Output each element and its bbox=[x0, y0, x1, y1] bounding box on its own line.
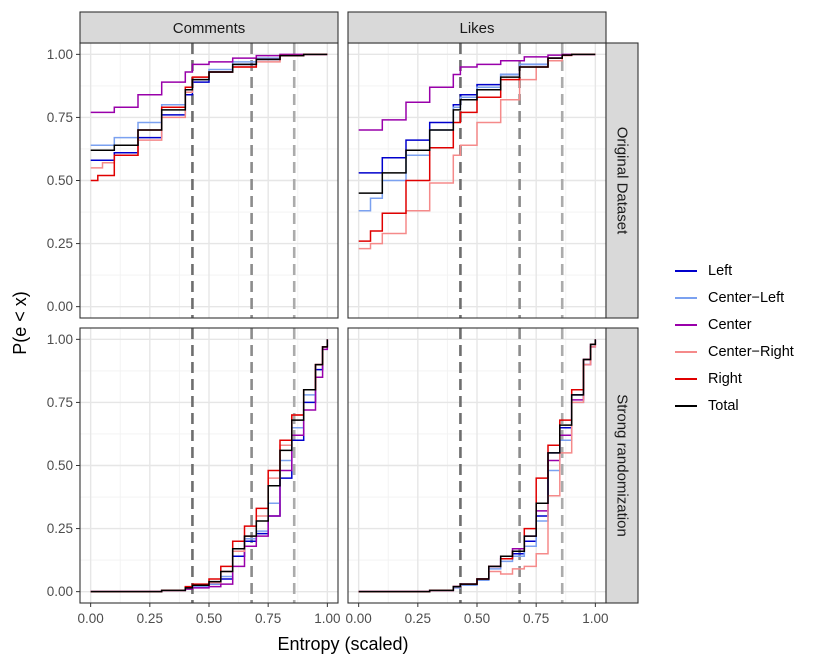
x-tick-label: 1.00 bbox=[582, 611, 608, 626]
panels bbox=[79, 42, 607, 604]
legend-label-left: Left bbox=[708, 263, 732, 279]
y-axis-title: P(e < x) bbox=[10, 291, 30, 355]
x-tick-label: 1.00 bbox=[314, 611, 340, 626]
x-tick-label: 0.75 bbox=[523, 611, 549, 626]
x-tick-label: 0.50 bbox=[196, 611, 222, 626]
strip-comments bbox=[79, 11, 339, 44]
legend-label-total: Total bbox=[708, 398, 739, 414]
panel-likes-original-dataset bbox=[347, 42, 607, 319]
x-tick-label: 0.25 bbox=[405, 611, 431, 626]
strip-label-comments: Comments bbox=[173, 20, 246, 37]
y-tick-label: 0.00 bbox=[47, 299, 73, 314]
legend-label-center: Center bbox=[708, 317, 752, 333]
series-line-center bbox=[90, 53, 328, 114]
y-tick-label: 0.50 bbox=[47, 173, 73, 188]
x-tick-label: 0.00 bbox=[78, 611, 104, 626]
strip-label-strong-randomization: Strong randomization bbox=[614, 394, 631, 537]
axes: 0.00 0.25 0.50 0.75 1.00 0.00 0.25 0.50 0.75 1.00… bbox=[10, 47, 608, 654]
legend-label-center-left: Center−Left bbox=[708, 290, 784, 306]
facet-strips: Comments Likes Original Dataset Strong rand… bbox=[79, 11, 639, 604]
y-tick-label: 1.00 bbox=[47, 332, 73, 347]
series-line-total bbox=[90, 339, 329, 593]
x-tick-label: 0.00 bbox=[346, 611, 372, 626]
series-line-total bbox=[90, 53, 328, 151]
series-line-center bbox=[90, 339, 329, 593]
legend-label-right: Right bbox=[708, 371, 742, 387]
y-tick-label: 0.25 bbox=[47, 521, 73, 536]
y-tick-label: 0.50 bbox=[47, 458, 73, 473]
series-line-total bbox=[358, 339, 597, 593]
series-line-center-right bbox=[358, 53, 596, 250]
strip-strong-randomization bbox=[605, 327, 639, 604]
strip-original-dataset bbox=[605, 42, 639, 319]
strip-label-likes: Likes bbox=[459, 20, 494, 37]
panel-comments-strong-randomization bbox=[79, 327, 339, 604]
y-tick-label: 0.75 bbox=[47, 110, 73, 125]
y-tick-label: 0.00 bbox=[47, 584, 73, 599]
legend: Left Center−Left Center Center−Right Right To… bbox=[675, 263, 794, 414]
strip-likes bbox=[347, 11, 607, 44]
series-line-total bbox=[358, 53, 596, 194]
x-tick-label: 0.75 bbox=[255, 611, 281, 626]
strip-label-original-dataset: Original Dataset bbox=[614, 127, 631, 235]
y-tick-label: 1.00 bbox=[47, 47, 73, 62]
y-tick-label: 0.75 bbox=[47, 395, 73, 410]
x-axis-title: Entropy (scaled) bbox=[277, 634, 408, 654]
panel-comments-original-dataset bbox=[79, 42, 339, 319]
x-tick-label: 0.25 bbox=[137, 611, 163, 626]
series-line-center bbox=[358, 53, 596, 131]
legend-label-center-right: Center−Right bbox=[708, 344, 794, 360]
panel-likes-strong-randomization bbox=[347, 327, 607, 604]
y-tick-label: 0.25 bbox=[47, 236, 73, 251]
x-tick-label: 0.50 bbox=[464, 611, 490, 626]
